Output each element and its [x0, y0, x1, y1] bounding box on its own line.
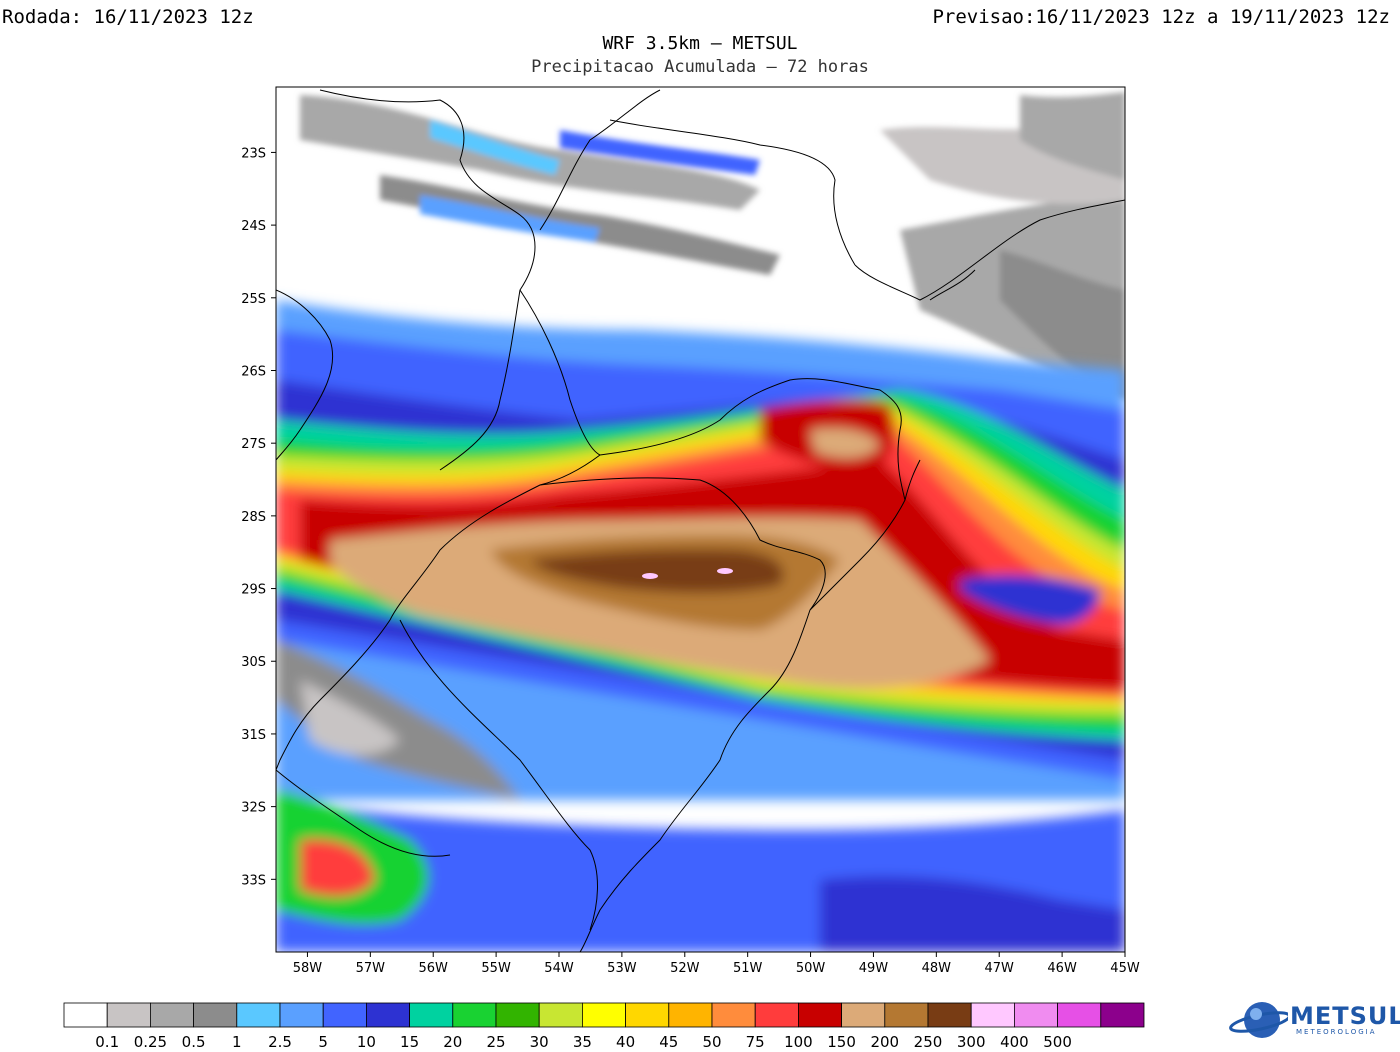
- lon-tick-label: 45W: [1110, 961, 1140, 976]
- lat-tick-label: 29S: [241, 583, 266, 598]
- colorbar-swatch: [63, 1002, 108, 1028]
- colorbar-swatch: [970, 1002, 1015, 1028]
- colorbar-swatch: [236, 1002, 281, 1028]
- colorbar-swatch: [322, 1002, 367, 1028]
- colorbar-swatch: [149, 1002, 194, 1028]
- colorbar-swatch: [193, 1002, 238, 1028]
- colorbar-label: 1: [232, 1033, 242, 1051]
- lat-tick-label: 23S: [241, 146, 266, 161]
- lon-tick-label: 47W: [985, 961, 1015, 976]
- colorbar-swatch: [625, 1002, 670, 1028]
- colorbar-label: 75: [746, 1033, 765, 1051]
- colorbar-label: 5: [318, 1033, 328, 1051]
- colorbar-label: 10: [357, 1033, 376, 1051]
- borders: [276, 89, 1125, 952]
- run-time-label: Rodada: 16/11/2023 12z: [2, 6, 254, 28]
- colorbar-label: 100: [784, 1033, 813, 1051]
- colorbar-swatch: [711, 1002, 756, 1028]
- colorbar-swatch: [365, 1002, 410, 1028]
- colorbar-label: 25: [486, 1033, 505, 1051]
- lon-tick-label: 56W: [419, 961, 449, 976]
- map-frame: [275, 86, 1126, 953]
- lat-tick-label: 25S: [241, 292, 266, 307]
- colorbar-swatch: [1057, 1002, 1102, 1028]
- lon-tick-label: 49W: [859, 961, 889, 976]
- colorbar-swatch: [106, 1002, 151, 1028]
- colorbar-swatch: [1100, 1002, 1145, 1028]
- colorbar-label: 50: [702, 1033, 721, 1051]
- colorbar-swatch: [452, 1002, 497, 1028]
- colorbar: 0.1 0.25 0.5 1 2.5 5 10 15 20 25 30 35 40 45 50 75 100 15…: [63, 1002, 1145, 1051]
- precipitation-field: [276, 87, 1125, 952]
- lat-tick-label: 26S: [241, 364, 266, 379]
- lon-tick-label: 58W: [293, 961, 323, 976]
- colorbar-swatch: [495, 1002, 540, 1028]
- lon-tick-label: 54W: [544, 961, 574, 976]
- colorbar-swatch: [409, 1002, 454, 1028]
- lat-tick-label: 31S: [241, 728, 266, 743]
- colorbar-label: 0.25: [134, 1033, 167, 1051]
- colorbar-label: 2.5: [268, 1033, 292, 1051]
- lon-tick-label: 57W: [356, 961, 386, 976]
- lat-tick-label: 30S: [241, 655, 266, 670]
- colorbar-label: 300: [957, 1033, 986, 1051]
- globe-icon: [1229, 1002, 1288, 1038]
- colorbar-swatch: [538, 1002, 583, 1028]
- colorbar-label: 250: [914, 1033, 943, 1051]
- lon-tick-label: 55W: [481, 961, 511, 976]
- map-title: WRF 3.5km – METSUL: [602, 33, 798, 54]
- lat-tick-label: 24S: [241, 219, 266, 234]
- colorbar-swatch: [798, 1002, 843, 1028]
- colorbar-label: 500: [1043, 1033, 1072, 1051]
- lon-tick-label: 48W: [922, 961, 952, 976]
- colorbar-label: 30: [530, 1033, 549, 1051]
- colorbar-swatch: [754, 1002, 799, 1028]
- lat-tick-label: 28S: [241, 510, 266, 525]
- lon-tick-label: 46W: [1047, 961, 1077, 976]
- colorbar-label: 0.1: [95, 1033, 119, 1051]
- logo-subtext: METEOROLOGIA: [1296, 1028, 1377, 1036]
- colorbar-swatch: [1014, 1002, 1059, 1028]
- colorbar-swatch: [668, 1002, 713, 1028]
- colorbar-label: 15: [400, 1033, 419, 1051]
- axis-ticks: 23S 24S 25S 26S 27S 28S 29S 30S 31S 32S 33S 58W 57W 5…: [241, 146, 1140, 976]
- colorbar-label: 20: [443, 1033, 462, 1051]
- colorbar-label: 400: [1000, 1033, 1029, 1051]
- colorbar-label: 200: [870, 1033, 899, 1051]
- metsul-logo: METSUL METEOROLOGIA: [1224, 996, 1400, 1044]
- lon-tick-label: 53W: [607, 961, 637, 976]
- logo-text: METSUL: [1290, 1002, 1400, 1030]
- lon-tick-label: 50W: [796, 961, 826, 976]
- colorbar-label: 150: [827, 1033, 856, 1051]
- colorbar-label: 0.5: [182, 1033, 206, 1051]
- forecast-period-label: Previsao:16/11/2023 12z a 19/11/2023 12z: [932, 6, 1390, 28]
- lon-tick-label: 51W: [733, 961, 763, 976]
- colorbar-swatch: [884, 1002, 929, 1028]
- colorbar-label: 45: [659, 1033, 678, 1051]
- lat-tick-label: 33S: [241, 873, 266, 888]
- colorbar-swatch: [279, 1002, 324, 1028]
- colorbar-swatch: [927, 1002, 972, 1028]
- colorbar-label: 35: [573, 1033, 592, 1051]
- lon-tick-label: 52W: [670, 961, 700, 976]
- map-subtitle: Precipitacao Acumulada – 72 horas: [531, 57, 869, 77]
- colorbar-label: 40: [616, 1033, 635, 1051]
- colorbar-swatch: [841, 1002, 886, 1028]
- lat-tick-label: 32S: [241, 801, 266, 816]
- colorbar-swatch: [582, 1002, 627, 1028]
- lat-tick-label: 27S: [241, 437, 266, 452]
